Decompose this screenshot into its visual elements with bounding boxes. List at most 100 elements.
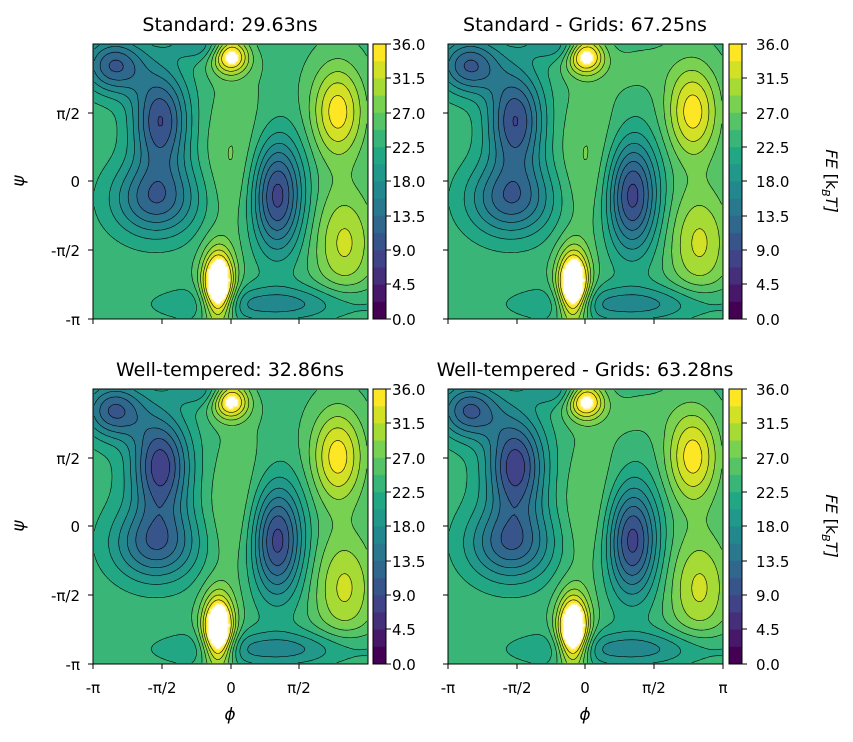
y-axis-label: ψ [9,520,29,532]
panel-standard-grids: Standard - Grids: 67.25ns 36.0 31.5 2 [443,14,841,329]
colorbar-label-prefix: FE [822,494,841,514]
contour-line [157,116,284,208]
colorbar-tick-label: 27.0 [756,450,789,468]
heatmap-image [93,44,368,319]
contour-line [191,45,368,318]
colorbar-gradient [729,44,742,319]
colorbar-label-sub: B [819,189,832,197]
y-axis [443,112,448,320]
x-tick-label: -π/2 [502,679,531,697]
contour-line [197,45,368,318]
y-tick-label: -π [66,656,80,674]
colorbar-tick-label: 18.0 [392,173,425,191]
contour-line [546,390,723,663]
x-tick-label: π/2 [642,679,666,697]
colorbar-label: FE [kBT] [819,149,841,212]
x-axis [447,319,655,324]
colorbar: 36.0 31.5 27.0 22.5 18.0 13.5 9.0 4.5 0.… [372,381,425,674]
colorbar-tick-label: 13.5 [756,208,789,226]
y-tick-label: π/2 [56,105,80,123]
contour-line [94,391,298,585]
colorbar-tick-label: 4.5 [392,621,416,639]
contour-lines [94,390,368,664]
contour-line [454,396,649,576]
contour-line [546,45,723,318]
colorbar-tick-label: 31.5 [392,70,425,88]
x-tick-label: π [718,679,727,697]
contour-line [449,390,722,664]
colorbar-gradient [373,389,386,664]
contour-line [204,46,348,309]
colorbar-tick-label: 36.0 [756,381,789,399]
contour-lines [94,45,368,319]
contour-line [99,51,294,231]
contour-lines [449,390,723,664]
colorbar-label-prefix: FE [822,149,841,169]
colorbar-tick-label: 9.0 [392,587,416,605]
contour-line [202,45,355,315]
colorbar: 36.0 31.5 27.0 22.5 18.0 13.5 9.0 4.5 0.… [728,36,841,329]
colorbar-label-unit: [k [822,174,841,190]
contour-line [512,116,639,208]
contour-line [191,390,368,663]
colorbar: 36.0 31.5 27.0 22.5 18.0 13.5 9.0 4.5 0.… [372,36,425,329]
colorbar-label: FE [kBT] [819,494,841,557]
colorbar-tick-label: 22.5 [756,484,789,502]
colorbar-tick-label: 18.0 [392,518,425,536]
heatmap-image [93,389,368,664]
x-tick-label: 0 [580,679,590,697]
colorbar-tick-label: 9.0 [756,587,780,605]
contour-line [108,59,290,221]
contour-line [94,390,326,664]
y-axis-label: ψ [9,175,29,187]
x-tick-label: -π [441,679,455,697]
contour-line [204,391,348,654]
x-tick-label: -π/2 [147,679,176,697]
x-tick-label: 0 [226,679,236,697]
contour-line [197,390,368,663]
contour-line [202,390,355,660]
colorbar-tick-label: 0.0 [392,311,416,329]
colorbar-tick-label: 0.0 [756,311,780,329]
colorbar-gradient [729,389,742,664]
x-axis-label: ϕ [579,705,590,725]
contour-line [449,45,681,319]
colorbar-tick-label: 9.0 [756,242,780,260]
heatmap-plot [93,44,368,319]
colorbar-tick-label: 0.0 [392,656,416,674]
contour-line [108,404,290,566]
contour-line [463,404,645,566]
contour-line [559,46,703,309]
contour-line [449,391,653,585]
panel-title: Standard: 29.63ns [142,14,317,36]
contour-line [94,46,298,240]
x-axis-label: ϕ [224,705,235,725]
panel-well-tempered: Well-tempered: 32.86ns ψ -π -π/2 0 π/2 -… [9,359,425,725]
contour-line [552,45,723,318]
panel-well-tempered-grids: Well-tempered - Grids: 63.28ns -π -π/2 0… [437,359,841,725]
contour-line [449,390,681,664]
y-axis [443,457,448,665]
contour-line [449,390,660,658]
y-tick-label: -π [66,311,80,329]
colorbar-tick-label: 22.5 [392,139,425,157]
contour-line [94,390,367,664]
colorbar-tick-label: 4.5 [756,621,780,639]
colorbar-tick-label: 4.5 [392,276,416,294]
colorbar-label-sub: B [819,534,832,542]
y-tick-label: 0 [70,518,80,536]
colorbar-tick-label: 22.5 [392,484,425,502]
heatmap-image [448,44,723,319]
colorbar: 36.0 31.5 27.0 22.5 18.0 13.5 9.0 4.5 0.… [728,381,841,674]
y-tick-label: 0 [70,173,80,191]
contour-line [94,390,305,658]
colorbar-label-end: T] [822,542,841,558]
colorbar-label-end: T] [822,197,841,213]
heatmap-plot [448,389,723,664]
colorbar-label-unit: [k [822,519,841,535]
contour-line [557,390,710,660]
colorbar-tick-label: 18.0 [756,518,789,536]
contour-line [449,45,660,313]
colorbar-tick-label: 31.5 [756,415,789,433]
contour-line [449,46,653,240]
